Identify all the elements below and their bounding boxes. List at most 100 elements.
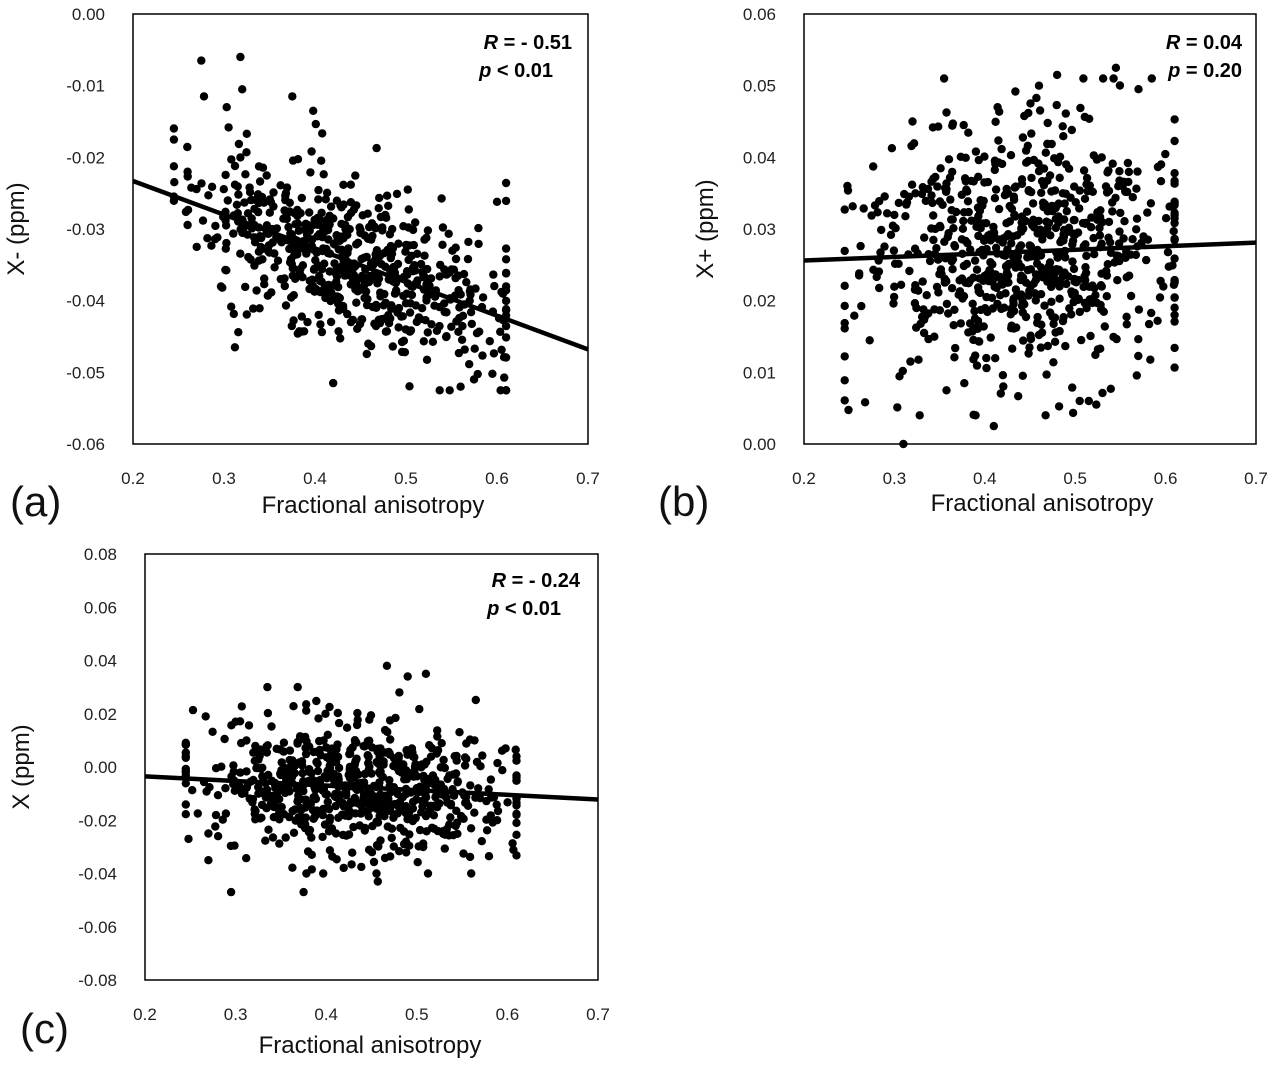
scatter-point-b (859, 204, 868, 213)
scatter-point-b (942, 386, 951, 395)
scatter-point-a (357, 271, 367, 281)
scatter-point-c (498, 766, 507, 775)
scatter-point-b (1032, 93, 1041, 103)
scatter-point-c (374, 759, 383, 768)
scatter-point-a (321, 195, 330, 204)
scatter-point-a (314, 185, 323, 195)
scatter-point-b (1061, 189, 1071, 198)
scatter-point-b (942, 184, 951, 194)
scatter-point-b (1123, 158, 1133, 168)
scatter-point-c (440, 844, 449, 853)
scatter-point-a (282, 183, 292, 192)
scatter-point-a (401, 299, 411, 308)
tick-labels-c: 0.2 0.3 0.4 0.5 0.6 0.7 0.08 0.06 0.04 0.02 0.00 -0… (78, 545, 610, 1024)
scatter-point-b (908, 117, 917, 126)
scatter-point-b (949, 321, 958, 330)
scatter-point-a (435, 272, 444, 281)
scatter-point-c (305, 742, 314, 751)
scatter-point-b (1050, 186, 1060, 195)
scatter-point-c (277, 802, 286, 812)
scatter-point-a (297, 312, 306, 321)
scatter-point-a (222, 103, 231, 112)
scatter-point-b (1147, 308, 1156, 318)
scatter-point-a (267, 288, 276, 297)
scatter-point-a (471, 284, 480, 293)
scatter-point-b (919, 328, 929, 338)
scatter-point-c (486, 775, 496, 784)
scatter-point-b (1114, 239, 1124, 248)
scatter-point-c (472, 757, 482, 767)
scatter-point-b (1119, 177, 1128, 186)
scatter-point-c (213, 832, 223, 841)
scatter-point-b (997, 144, 1006, 154)
scatter-point-b (989, 421, 998, 431)
scatter-point-b (917, 189, 927, 199)
scatter-point-c (323, 804, 332, 813)
scatter-point-a (242, 148, 251, 157)
scatter-point-b (1103, 168, 1112, 177)
scatter-point-b (875, 283, 884, 293)
scatter-point-b (988, 277, 997, 287)
scatter-point-a (385, 265, 395, 274)
scatter-point-c (322, 743, 331, 752)
scatter-point-a (318, 233, 327, 242)
scatter-point-a (485, 337, 494, 346)
scatter-point-c (344, 830, 354, 839)
scatter-point-b (991, 354, 1000, 363)
scatter-point-b (891, 224, 900, 233)
scatter-point-c (390, 799, 400, 809)
scatter-point-b (946, 195, 955, 204)
scatter-point-c (275, 745, 285, 754)
scatter-point-b (1077, 335, 1086, 345)
panel-label-b: (b) (658, 478, 709, 525)
scatter-point-b (1026, 334, 1036, 344)
scatter-point-c (471, 695, 480, 705)
scatter-point-c (436, 780, 445, 789)
scatter-point-a (221, 221, 231, 230)
scatter-point-b (1106, 384, 1116, 393)
scatter-point-a (222, 238, 231, 248)
scatter-point-b (1027, 129, 1036, 138)
scatter-point-c (410, 753, 419, 762)
scatter-point-b (1023, 265, 1033, 275)
scatter-point-b (1116, 208, 1125, 218)
scatter-point-a (298, 273, 307, 282)
scatter-point-c (302, 700, 311, 709)
y-tick-label-b: 0.00 (743, 435, 776, 454)
scatter-point-a (496, 327, 505, 336)
scatter-point-c (417, 796, 427, 806)
scatter-point-b (1043, 118, 1052, 128)
scatter-point-b (944, 309, 953, 318)
scatter-point-a (270, 249, 279, 258)
scatter-point-b (1170, 363, 1179, 372)
scatter-point-b (1034, 81, 1044, 90)
scatter-point-a (365, 271, 374, 281)
scatter-point-a (287, 259, 296, 269)
scatter-point-b (1139, 232, 1148, 241)
scatter-point-c (512, 756, 521, 765)
scatter-point-b (856, 241, 865, 251)
scatter-point-b (1067, 125, 1077, 135)
scatter-point-c (501, 744, 510, 753)
scatter-point-c (279, 810, 289, 819)
scatter-point-b (1051, 328, 1060, 337)
scatter-point-b (1013, 231, 1022, 240)
scatter-point-b (1089, 151, 1099, 160)
scatter-point-a (293, 250, 302, 259)
scatter-point-a (291, 220, 300, 229)
scatter-point-a (198, 216, 208, 225)
scatter-point-a (197, 179, 206, 188)
scatter-point-c (263, 708, 273, 718)
scatter-point-b (1047, 282, 1056, 292)
scatter-point-b (915, 411, 924, 420)
scatter-point-a (330, 259, 339, 268)
scatter-point-b (1030, 289, 1040, 298)
x-tick-label-c: 0.7 (586, 1005, 610, 1024)
scatter-point-b (1075, 204, 1084, 213)
scatter-point-c (181, 740, 190, 749)
y-tick-label-a: -0.04 (66, 292, 105, 311)
x-tick-label-a: 0.6 (485, 469, 509, 488)
scatter-point-a (232, 200, 242, 209)
scatter-point-c (353, 708, 362, 718)
scatter-point-c (386, 852, 395, 861)
